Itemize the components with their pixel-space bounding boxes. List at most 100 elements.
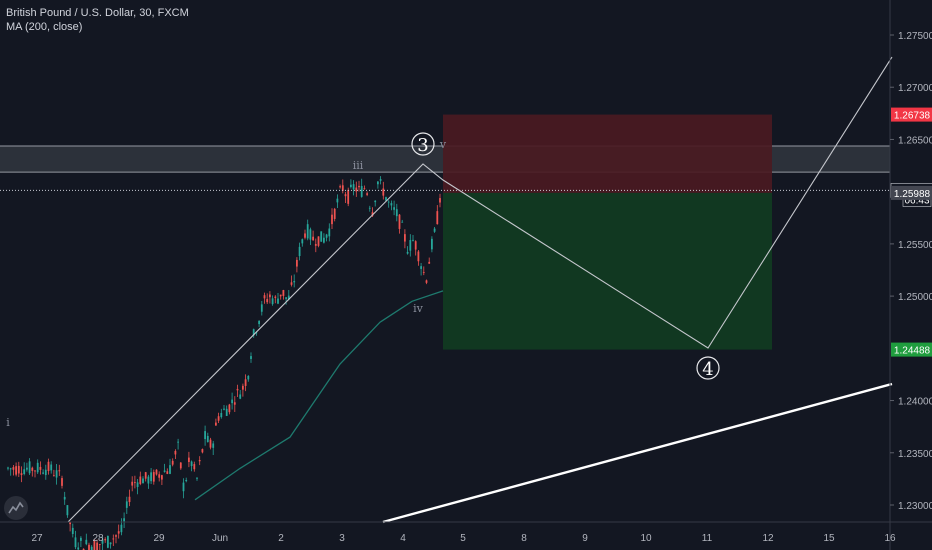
candles-group [7,176,441,550]
price-label-box [891,107,932,122]
candle-body [398,214,401,229]
candle-body [42,472,44,474]
candle-body [250,356,252,359]
price-label-box [891,342,932,357]
candle-body [31,467,34,471]
symbol-title[interactable]: British Pound / U.S. Dollar, 30, FXCM [6,7,189,19]
candle-body [174,450,177,455]
candle-body [379,179,382,181]
candle-body [50,464,53,471]
candle-body [161,475,163,480]
candle-body [287,295,290,300]
candle-body [182,482,185,492]
trendline [382,382,893,524]
candle-body [117,531,120,534]
price-axis: 1.27500 1.27000 1.26500 1.25500 1.25000 1.240… [890,31,932,512]
candle-body [136,482,139,488]
candle-body [258,320,260,325]
stop-loss-zone [443,114,772,193]
wave-projection-line [67,56,893,523]
candle-body [63,496,66,500]
candle-body [439,198,441,203]
candle-body [169,465,171,474]
candle-body [247,375,250,380]
candle-body [34,470,36,472]
price-tick-label: 1.24000 [898,397,932,408]
candle-body [358,185,360,188]
time-tick-label: 11 [702,533,713,544]
time-tick-label: 27 [31,533,43,544]
price-tick-label: 1.27500 [898,31,932,42]
candle-body [147,476,150,484]
candle-body [260,304,263,312]
candle-body [115,535,117,537]
candle-body [336,198,339,203]
candle-body [212,443,215,448]
candle-body [271,298,274,305]
candle-body [104,539,107,541]
candle-body [209,439,212,448]
candle-body [425,280,428,283]
candle-body [274,296,277,298]
candle-body [385,197,387,201]
candle-body [360,185,363,197]
time-tick-label: 28 [92,533,104,544]
indicator-title[interactable]: MA (200, close) [6,21,83,33]
candle-body [298,246,301,257]
time-tick-label: 10 [640,533,652,544]
candle-body [80,537,82,541]
candle-body [28,461,31,474]
candle-body [74,537,77,548]
price-label-box [891,185,932,200]
candle-body [47,461,50,472]
candle-body [228,404,231,413]
candle-body [366,193,368,195]
candle-body [107,536,109,548]
candle-body [9,468,12,470]
candle-body [309,229,312,240]
candle-body [269,294,271,298]
candle-body [193,464,196,470]
candle-body [306,224,309,239]
candle-body [395,209,398,217]
candle-body [290,282,293,285]
time-tick-label: 4 [400,533,406,544]
candle-body [220,413,223,418]
candle-body [188,457,190,463]
candle-body [217,416,220,421]
candle-body [206,435,209,443]
wave-label-v: v [439,138,447,151]
price-tick-label: 1.27000 [898,83,932,94]
candle-body [412,239,414,241]
candle-body [215,422,217,426]
candle-body [144,472,147,479]
candle-body [225,408,228,416]
candle-body [15,466,17,475]
candle-body [341,185,344,191]
tradingview-logo-icon[interactable] [4,496,28,520]
candle-body [55,470,58,478]
candle-body [98,544,101,545]
candle-body [239,394,242,399]
candle-body [179,462,182,469]
candle-body [382,188,385,196]
candle-body [333,208,336,219]
candle-body [252,329,255,336]
candle-body [93,540,96,550]
time-tick-label: 5 [460,533,466,544]
candle-body [12,467,15,470]
candle-body [7,467,9,469]
candle-body [406,251,409,254]
candle-body [23,469,26,474]
candle-body [155,469,158,475]
candle-body [344,194,347,197]
candle-body [352,184,355,190]
candle-body [328,228,331,237]
candle-body [417,251,420,262]
take-profit-zone [443,192,772,350]
candle-body [39,466,42,470]
candle-body [422,271,425,273]
time-tick-label: 29 [153,533,165,544]
candle-body [236,388,239,391]
